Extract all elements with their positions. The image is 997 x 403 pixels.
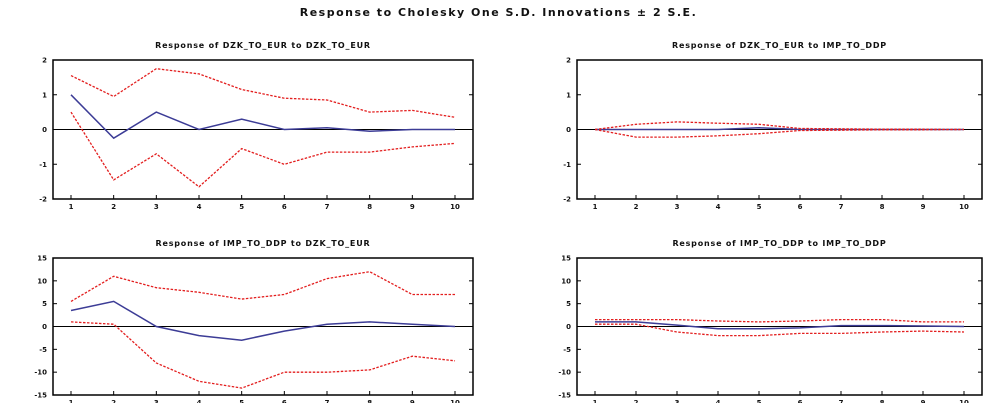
panel-3-xtick-label: 10 bbox=[450, 399, 460, 403]
panel-2-xtick-label: 1 bbox=[593, 203, 598, 211]
panel-3-xtick-label: 9 bbox=[410, 399, 415, 403]
panel-2-title: Response of DZK_TO_EUR to IMP_TO_DDP bbox=[672, 41, 887, 50]
panel-4-xtick-label: 9 bbox=[921, 399, 926, 403]
panel-1-ytick-label: 1 bbox=[42, 91, 47, 99]
panel-4-xtick-label: 3 bbox=[675, 399, 680, 403]
panel-2-ytick-label: -1 bbox=[563, 161, 571, 169]
panel-3-xtick-label: 5 bbox=[239, 399, 244, 403]
panel-2-xtick-label: 3 bbox=[675, 203, 680, 211]
panel-3-xtick-label: 2 bbox=[111, 399, 116, 403]
panel-3-ytick-label: 15 bbox=[37, 255, 47, 263]
panel-1-ytick-label: 2 bbox=[42, 57, 47, 65]
panel-3-lower-band-line bbox=[70, 321, 456, 389]
panel-4-ytick-label: -15 bbox=[558, 392, 571, 400]
panel-3-ytick-label: 0 bbox=[42, 323, 47, 331]
panel-1-upper-band-line bbox=[70, 68, 456, 118]
panel-2-xtick-label: 8 bbox=[880, 203, 885, 211]
panel-1-ytick-label: -2 bbox=[39, 196, 47, 204]
panel-1-xtick-label: 5 bbox=[239, 203, 244, 211]
panel-2-ytick-label: 0 bbox=[566, 126, 571, 134]
panel-1-response-line bbox=[70, 94, 455, 140]
panel-4-xtick-label: 8 bbox=[880, 399, 885, 403]
panel-4-ytick-label: 10 bbox=[561, 277, 571, 285]
panel-2-xtick-label: 10 bbox=[959, 203, 969, 211]
panel-1-lower-band-line bbox=[70, 111, 456, 188]
panel-2-xtick-label: 6 bbox=[798, 203, 803, 211]
panel-1-xtick-label: 4 bbox=[197, 203, 202, 211]
panel-1-xtick-label: 8 bbox=[367, 203, 372, 211]
panel-4-ytick-label: 5 bbox=[566, 300, 571, 308]
panel-2-xtick-label: 2 bbox=[634, 203, 639, 211]
panel-4-xtick-label: 7 bbox=[839, 399, 844, 403]
panel-3-response-line bbox=[70, 300, 456, 341]
panel-1-xtick-label: 3 bbox=[154, 203, 159, 211]
panel-2-ytick-label: -2 bbox=[563, 196, 571, 204]
panel-1-xtick-label: 1 bbox=[69, 203, 74, 211]
panel-4-ytick-label: 15 bbox=[561, 255, 571, 263]
panel-3-title: Response of IMP_TO_DDP to DZK_TO_EUR bbox=[156, 239, 371, 248]
panel-1-xtick-label: 6 bbox=[282, 203, 287, 211]
panel-1-xtick-label: 2 bbox=[111, 203, 116, 211]
panel-3-xtick-label: 7 bbox=[325, 399, 330, 403]
panel-4-xtick-label: 2 bbox=[634, 399, 639, 403]
panel-3-ytick-label: -15 bbox=[34, 392, 47, 400]
panel-3-upper-band-line bbox=[70, 271, 455, 302]
panel-4-xtick-label: 6 bbox=[798, 399, 803, 403]
panel-2-xtick-label: 7 bbox=[839, 203, 844, 211]
panel-4-ytick-label: -5 bbox=[563, 346, 571, 354]
panel-1-title: Response of DZK_TO_EUR to DZK_TO_EUR bbox=[155, 41, 371, 50]
panel-2-xtick-label: 5 bbox=[757, 203, 762, 211]
panel-2-ytick-label: 1 bbox=[566, 91, 571, 99]
panel-2-lower-band-line bbox=[594, 128, 965, 138]
panel-4-ytick-label: 0 bbox=[566, 323, 571, 331]
panel-4-xtick-label: 4 bbox=[716, 399, 721, 403]
panel-3-xtick-label: 1 bbox=[69, 399, 74, 403]
panel-1-xtick-label: 9 bbox=[410, 203, 415, 211]
panel-2-ytick-label: 2 bbox=[566, 57, 571, 65]
panel-3-ytick-label: 5 bbox=[42, 300, 47, 308]
panel-3-ytick-label: -10 bbox=[34, 369, 47, 377]
panel-1-ytick-label: -1 bbox=[39, 161, 47, 169]
panel-1-xtick-label: 7 bbox=[325, 203, 330, 211]
panel-1-xtick-label: 10 bbox=[450, 203, 460, 211]
panel-4-response-line bbox=[595, 321, 965, 330]
panel-4-ytick-label: -10 bbox=[558, 369, 571, 377]
panel-3-ytick-label: 10 bbox=[37, 277, 47, 285]
panel-1-ytick-label: 0 bbox=[42, 126, 47, 134]
panel-3-ytick-label: -5 bbox=[39, 346, 47, 354]
panel-4-xtick-label: 5 bbox=[757, 399, 762, 403]
panel-4-title: Response of IMP_TO_DDP to IMP_TO_DDP bbox=[672, 239, 886, 248]
panel-3-xtick-label: 3 bbox=[154, 399, 159, 403]
panel-3-xtick-label: 6 bbox=[282, 399, 287, 403]
panel-4-upper-band-line bbox=[595, 318, 964, 323]
panel-3-xtick-label: 8 bbox=[367, 399, 372, 403]
panel-4-xtick-label: 10 bbox=[959, 399, 969, 403]
panel-3-xtick-label: 4 bbox=[197, 399, 202, 403]
panel-2-xtick-label: 9 bbox=[921, 203, 926, 211]
panel-4-xtick-label: 1 bbox=[593, 399, 598, 403]
figure-title: Response to Cholesky One S.D. Innovation… bbox=[299, 6, 698, 19]
panel-4-lower-band-line bbox=[595, 323, 965, 337]
panel-2-xtick-label: 4 bbox=[716, 203, 721, 211]
